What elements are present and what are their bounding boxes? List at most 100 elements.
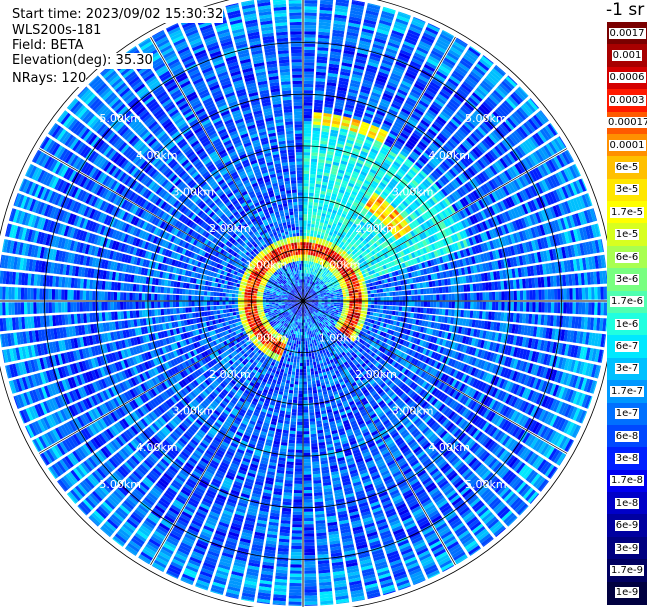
range-gate [410,252,416,259]
range-gate [376,172,384,179]
range-gate [451,43,464,54]
range-gate [430,259,435,266]
range-gate [388,237,394,244]
range-gate [360,199,367,205]
range-gate [391,261,396,267]
range-gate [394,121,403,129]
range-gate [457,200,464,209]
range-gate [325,230,330,235]
range-gate [311,146,319,150]
range-gate [501,139,511,151]
range-gate [357,204,364,210]
range-gate [399,257,405,263]
range-gate [420,154,429,163]
range-gate [359,274,364,279]
range-gate [337,195,343,200]
range-gate [368,130,377,137]
range-gate [313,115,322,119]
range-gate [472,190,480,200]
range-gate [330,215,335,220]
range-gate [564,184,572,198]
range-gate [433,121,443,130]
range-gate [336,266,340,270]
range-gate [340,234,345,239]
range-gate [482,292,486,301]
range-gate [371,145,380,152]
range-gate [316,234,321,238]
range-gate [348,228,354,233]
range-gate [375,31,388,39]
range-gate [336,302,341,305]
range-gate [382,92,393,100]
range-gate [314,230,318,235]
range-gate [427,260,432,267]
range-gate [473,89,485,100]
range-gate [319,284,323,288]
range-gate [330,279,335,283]
range-gate [407,307,412,312]
range-gate [321,298,325,300]
range-gate [563,168,572,182]
range-gate [320,193,326,198]
range-gate [397,245,403,252]
range-gate [429,52,442,62]
range-gate [475,201,483,210]
range-gate [335,242,340,247]
range-gate [416,207,423,215]
range-gate [409,181,417,189]
range-gate [408,253,413,260]
range-gate [359,188,367,194]
range-gate [308,286,310,290]
range-gate [316,286,320,290]
range-gate [477,159,486,169]
range-gate [336,295,340,298]
range-gate [417,225,424,233]
range-gate [441,210,448,219]
range-gate [581,287,586,300]
range-gate [398,52,411,60]
range-gate [488,206,496,216]
range-gate [438,190,446,199]
range-gate [340,216,345,221]
range-gate [516,290,521,300]
range-gate [409,168,417,176]
range-gate [355,58,367,64]
range-gate [327,234,332,239]
range-gate [372,264,377,270]
range-gate [309,186,315,190]
range-gate [374,234,380,241]
range-gate [304,295,306,299]
range-gate [414,161,423,169]
range-gate [475,283,480,292]
range-gate [403,40,416,49]
range-gate [415,264,420,270]
range-gate [324,103,334,108]
range-gate [462,171,471,180]
range-gate [311,296,315,299]
range-gate [356,179,363,185]
range-gate [314,296,318,298]
range-gate [368,185,376,192]
range-gate [455,222,462,231]
range-gate [355,280,359,284]
range-gate [535,182,544,194]
range-gate [333,220,338,225]
range-gate [411,191,418,199]
range-gate [523,173,532,185]
range-gate [313,205,318,209]
range-gate [319,291,323,294]
range-gate [354,277,358,281]
range-gate [421,193,428,201]
range-gate [342,56,354,62]
range-gate [354,220,360,226]
range-gate [308,198,314,203]
range-gate [488,115,499,126]
range-gate [413,258,418,264]
range-gate [411,307,415,313]
range-gate [491,204,499,215]
range-gate [415,227,421,234]
range-gate [505,197,513,208]
range-gate [543,145,553,158]
range-gate [383,259,388,264]
range-gate [320,294,324,297]
